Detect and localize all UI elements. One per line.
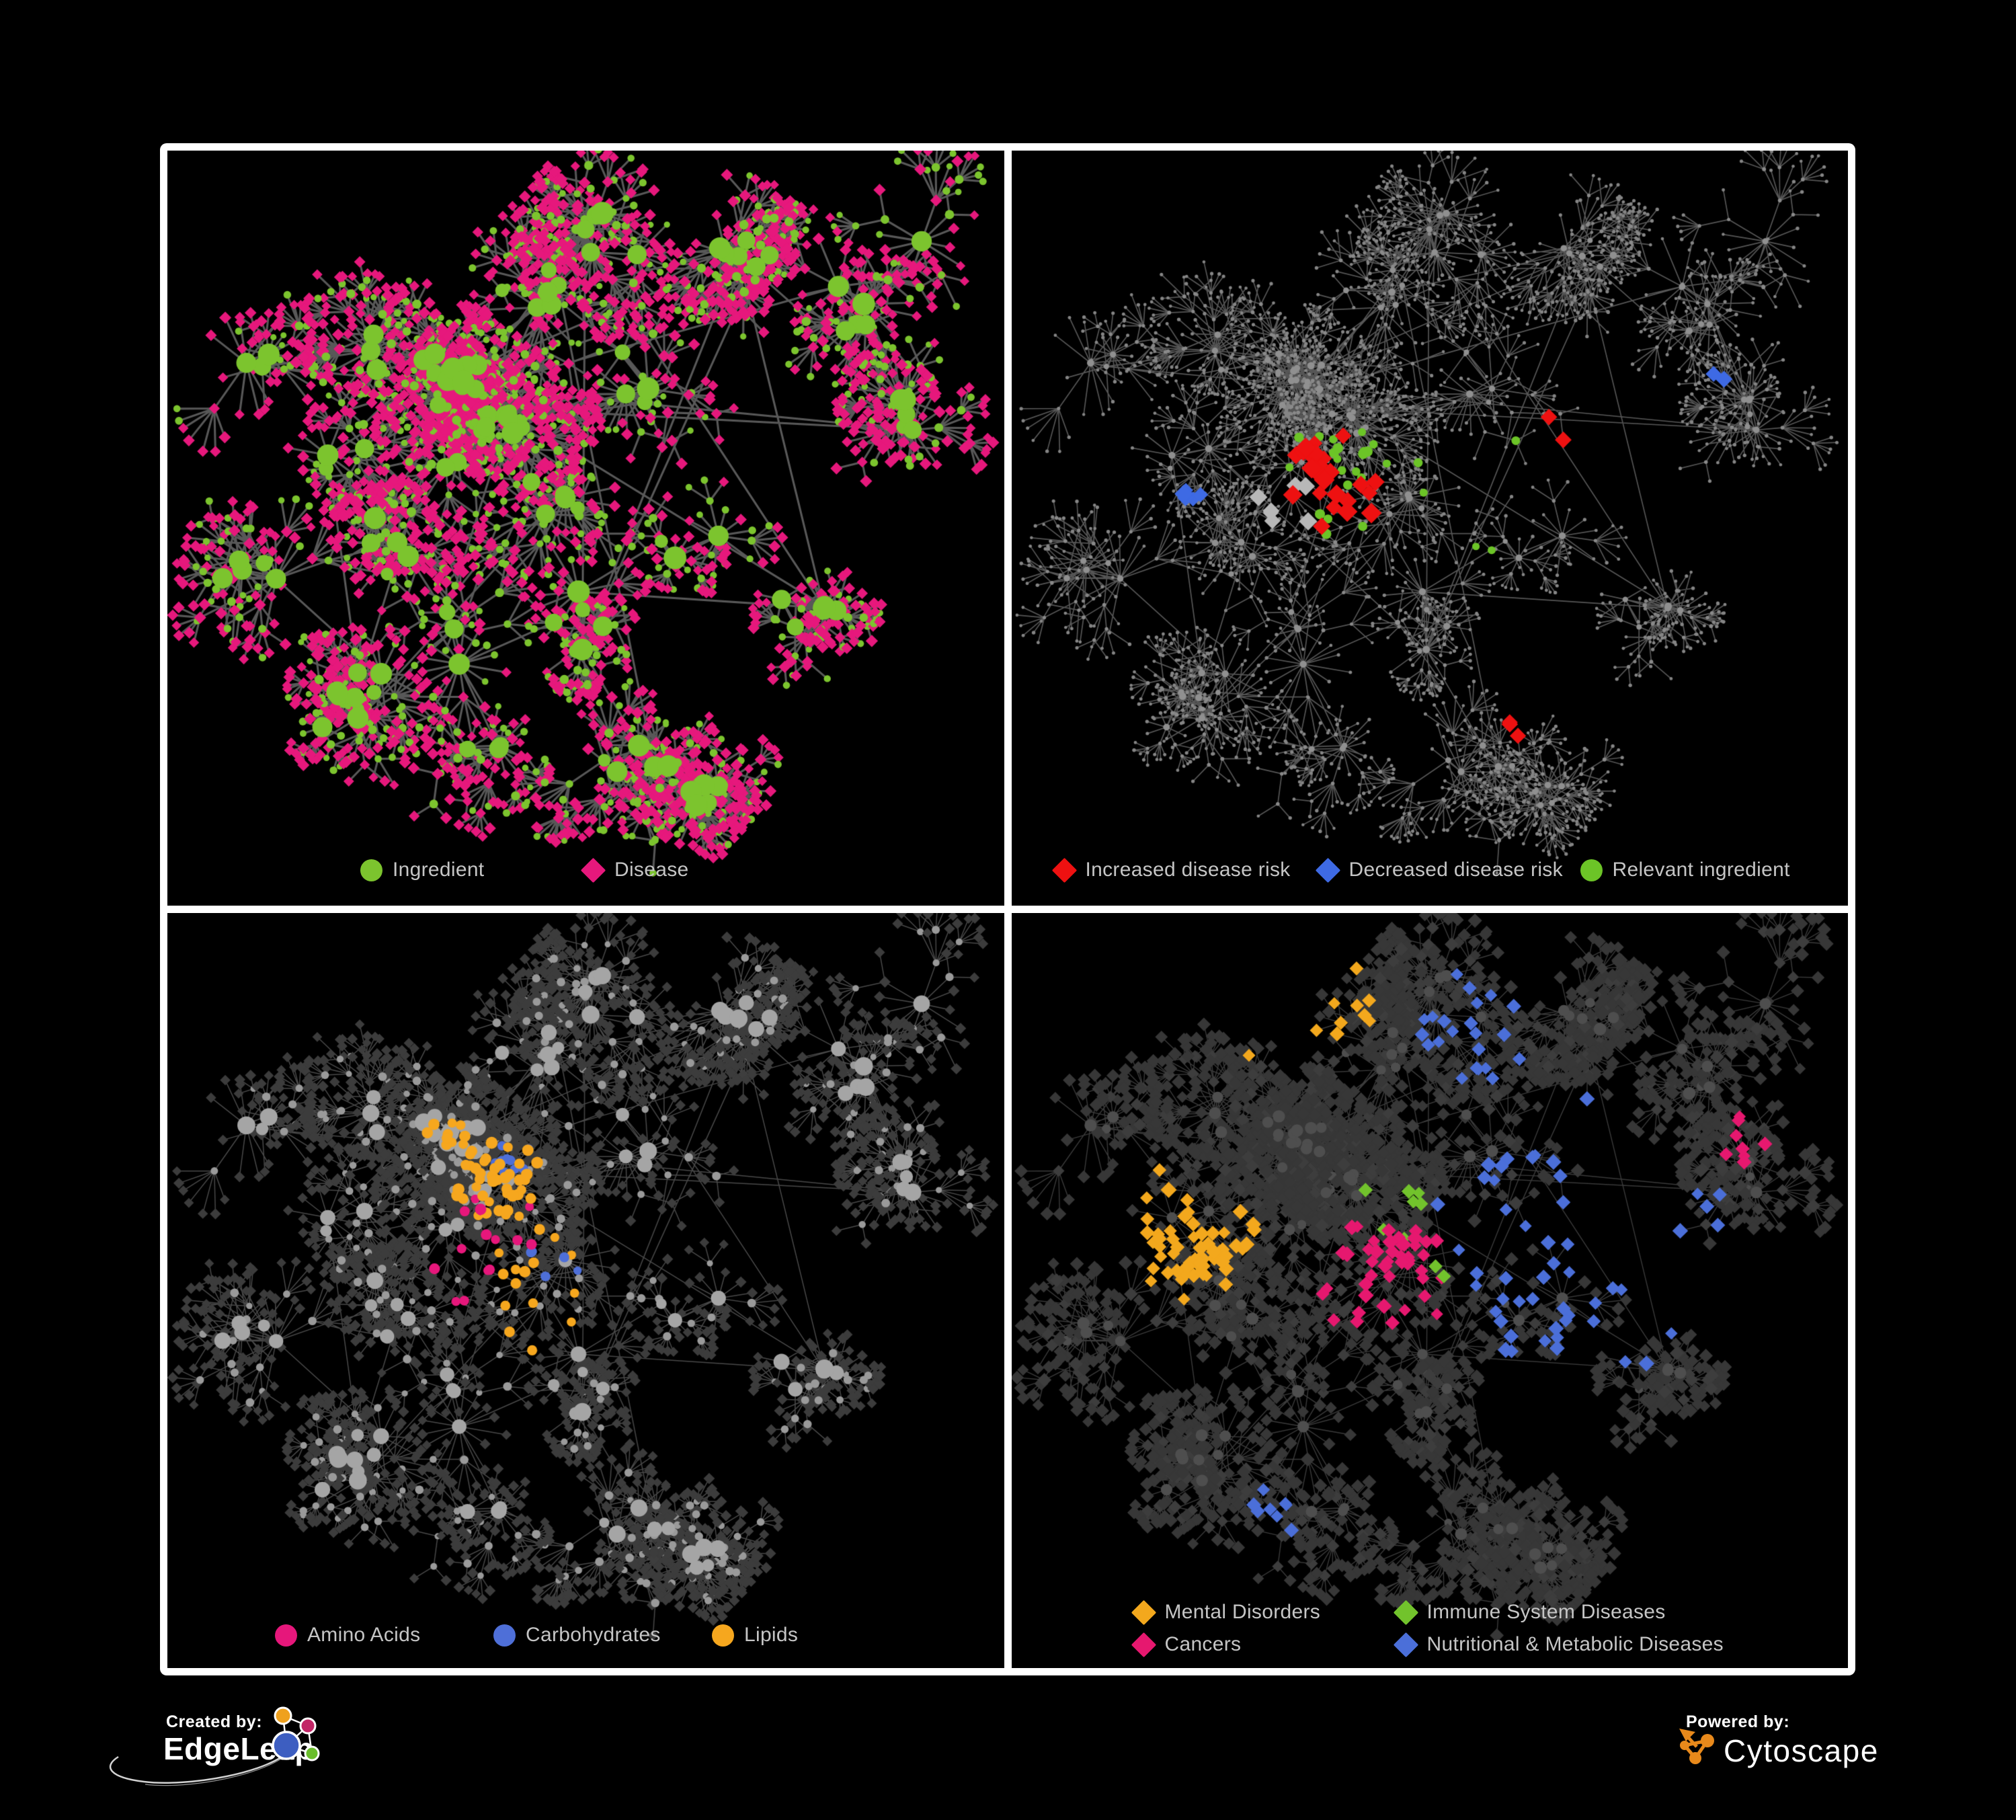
panel-grid: Ingredient Disease Increased disease risk… xyxy=(160,143,1855,1675)
edgeleap-swoosh-icon xyxy=(109,1747,293,1786)
legend-item: Mental Disorders xyxy=(1131,1599,1395,1625)
legend-swatch-circle-icon xyxy=(360,859,382,881)
legend-label: Amino Acids xyxy=(307,1624,421,1646)
network-disease-risk xyxy=(1011,151,1848,906)
legend-swatch-diamond-icon xyxy=(1393,1632,1418,1657)
powered-by-label: Powered by: xyxy=(1686,1712,1790,1731)
panel-disease-risk: Increased disease risk Decreased disease … xyxy=(1011,151,1848,906)
legend-swatch-diamond-icon xyxy=(1051,857,1077,883)
created-by-label: Created by: xyxy=(166,1712,263,1731)
legend-swatch-diamond-icon xyxy=(1131,1599,1156,1625)
legend-item: Lipids xyxy=(712,1624,930,1647)
legend-swatch-circle-icon xyxy=(275,1624,297,1647)
legend-label: Nutritional & Metabolic Diseases xyxy=(1426,1633,1724,1655)
legend-item: Immune System Diseases xyxy=(1393,1599,1724,1625)
legend-item: Amino Acids xyxy=(275,1624,493,1647)
legend-item: Nutritional & Metabolic Diseases xyxy=(1393,1632,1724,1657)
legend-item: Increased disease risk xyxy=(1051,857,1317,883)
panel-ingredient-disease: Ingredient Disease xyxy=(167,151,1004,906)
legend-swatch-diamond-icon xyxy=(1393,1599,1418,1625)
edgeleap-logo-icon xyxy=(272,1706,320,1762)
legend-label: Carbohydrates xyxy=(526,1624,661,1646)
legend-label: Relevant ingredient xyxy=(1612,859,1790,881)
legend-item: Decreased disease risk xyxy=(1315,857,1580,883)
network-nutrient-classes xyxy=(167,913,1004,1668)
legend-item: Cancers xyxy=(1131,1632,1395,1657)
legend-item: Relevant ingredient xyxy=(1580,859,1844,881)
legend-swatch-circle-icon xyxy=(712,1624,734,1647)
legend-label: Lipids xyxy=(744,1624,799,1646)
panel-nutrient-classes: Amino Acids Carbohydrates Lipids xyxy=(167,913,1004,1668)
network-ingredient-disease xyxy=(167,151,1004,906)
cytoscape-logo-icon xyxy=(1679,1729,1714,1764)
legend-item: Carbohydrates xyxy=(493,1624,712,1647)
legend-label: Cancers xyxy=(1164,1633,1242,1655)
legend-disease-risk: Increased disease risk Decreased disease … xyxy=(1051,857,1844,883)
panel-disease-classes: Mental Disorders Immune System Diseases Ca… xyxy=(1011,913,1848,1668)
legend-swatch-diamond-icon xyxy=(580,857,606,883)
legend-label: Immune System Diseases xyxy=(1426,1601,1666,1623)
legend-label: Mental Disorders xyxy=(1164,1601,1321,1623)
legend-nutrient-classes: Amino Acids Carbohydrates Lipids xyxy=(275,1624,930,1647)
legend-label: Ingredient xyxy=(393,859,485,881)
legend-swatch-diamond-icon xyxy=(1131,1632,1156,1657)
legend-label: Disease xyxy=(614,859,689,881)
legend-label: Increased disease risk xyxy=(1085,859,1291,881)
legend-item: Ingredient xyxy=(360,859,582,881)
legend-swatch-circle-icon xyxy=(493,1624,516,1647)
legend-label: Decreased disease risk xyxy=(1348,859,1563,881)
legend-ingredient-disease: Ingredient Disease xyxy=(360,857,804,883)
legend-swatch-circle-icon xyxy=(1580,859,1603,881)
legend-item: Disease xyxy=(580,857,804,883)
cytoscape-wordmark: Cytoscape xyxy=(1724,1733,1879,1768)
legend-disease-classes: Mental Disorders Immune System Diseases Ca… xyxy=(1131,1599,1724,1657)
network-disease-classes xyxy=(1011,913,1848,1668)
legend-swatch-diamond-icon xyxy=(1315,857,1340,883)
